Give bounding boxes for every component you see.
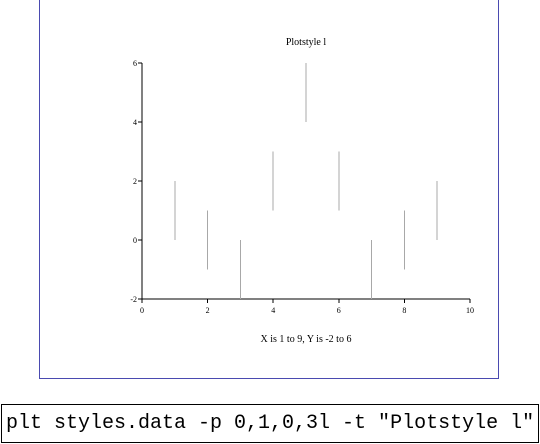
x-axis-label: X is 1 to 9, Y is -2 to 6	[261, 334, 352, 345]
x-tick-label: 0	[140, 306, 144, 315]
x-tick-label: 4	[271, 306, 275, 315]
x-tick-label: 8	[402, 306, 406, 315]
x-tick-label: 2	[206, 306, 210, 315]
y-tick-label: 0	[133, 236, 137, 245]
y-tick-label: 4	[133, 118, 137, 127]
chart: Plotstyle l X is 1 to 9, Y is -2 to 6 -2…	[130, 37, 474, 345]
x-tick-label: 6	[337, 306, 341, 315]
data-segments	[174, 63, 438, 299]
chart-title: Plotstyle l	[286, 37, 327, 48]
y-tick-label: 2	[133, 177, 137, 186]
y-tick-label: 6	[133, 59, 137, 68]
y-tick-label: -2	[130, 295, 137, 304]
command-line: plt styles.data -p 0,1,0,3l -t "Plotstyl…	[1, 404, 539, 443]
x-tick-label: 10	[466, 306, 474, 315]
plot-frame: Plotstyle l X is 1 to 9, Y is -2 to 6 -2…	[39, 0, 499, 379]
